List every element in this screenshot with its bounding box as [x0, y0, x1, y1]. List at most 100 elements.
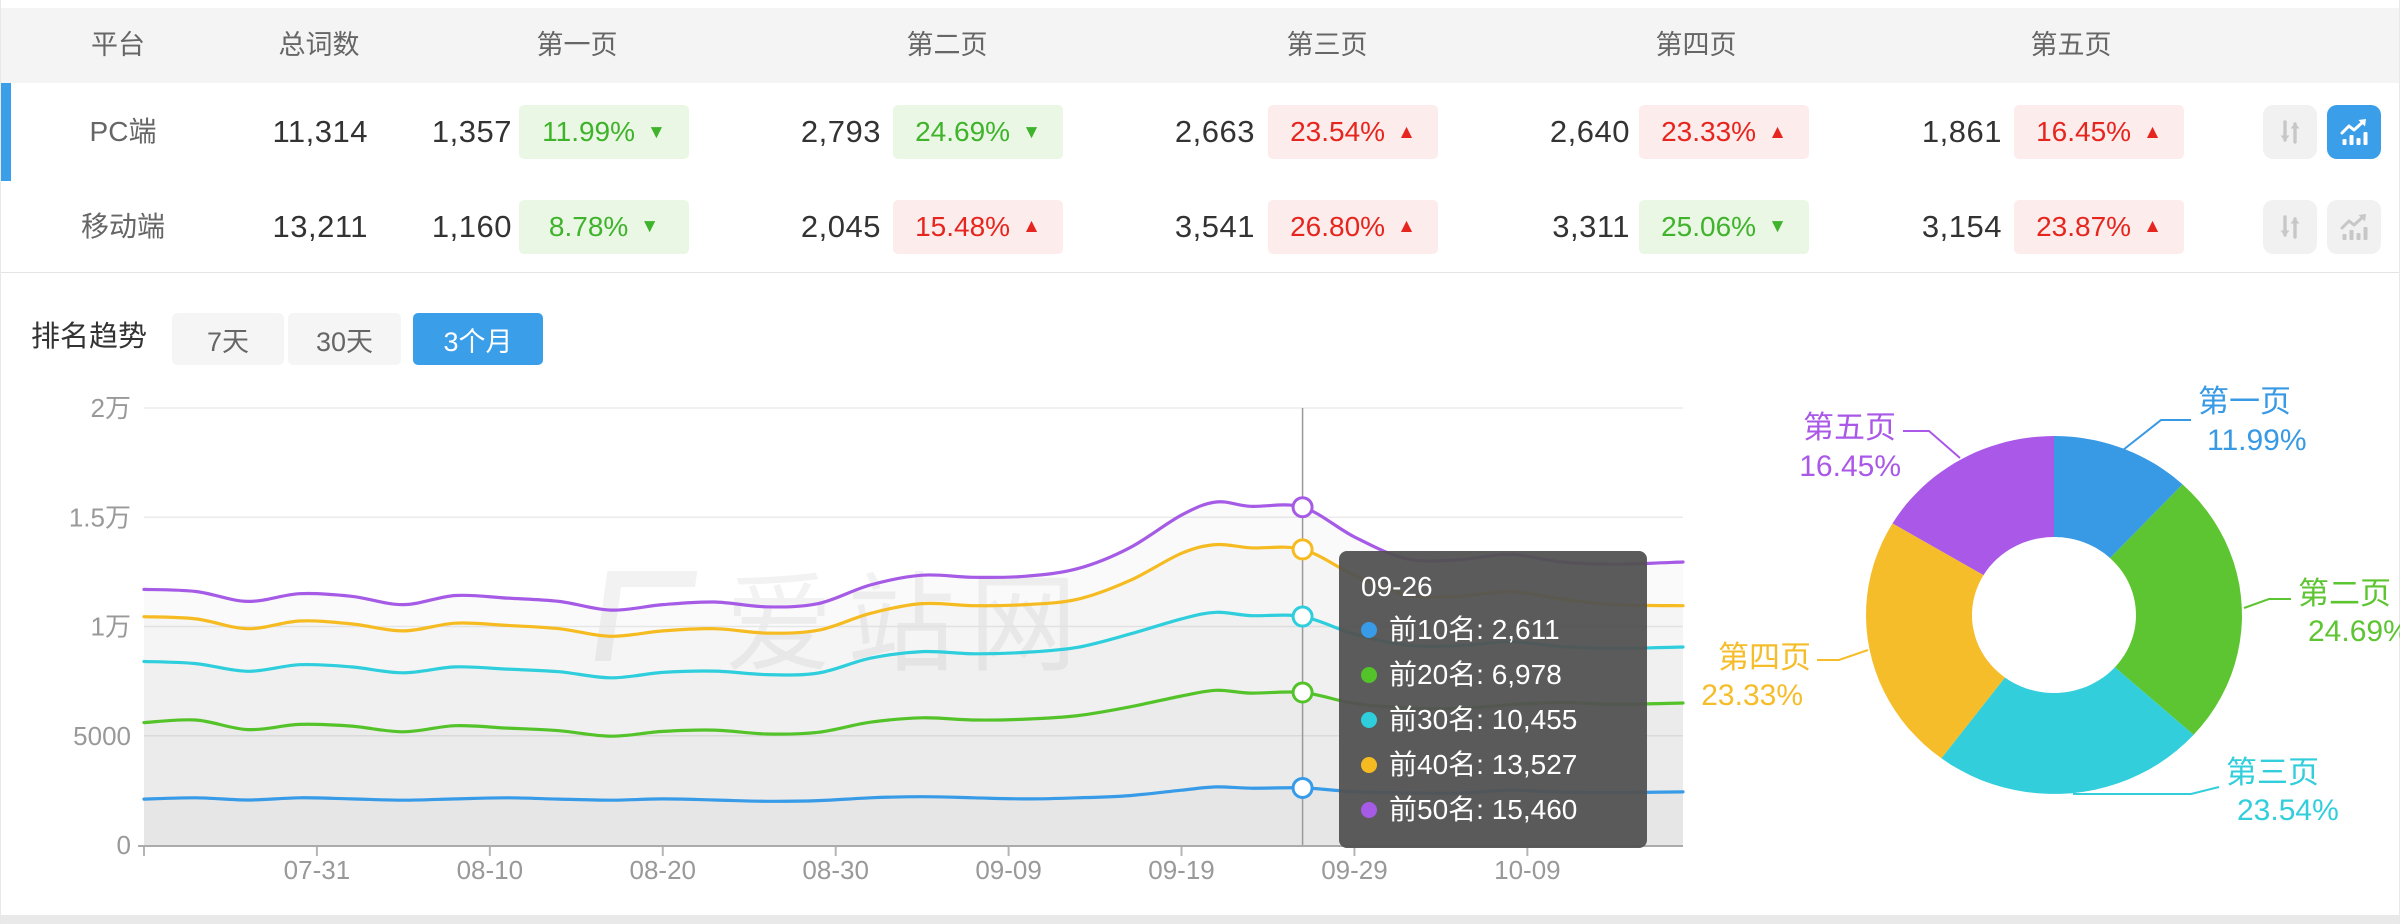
page1-count: 1,357 — [431, 114, 512, 149]
triangle-down-icon: ▼ — [1022, 121, 1041, 143]
change-percent: 23.33% — [1661, 116, 1757, 147]
header-page-5: 第五页 — [2030, 30, 2112, 60]
triangle-up-icon: ▲ — [2143, 121, 2162, 143]
page4-count: 3,311 — [1552, 208, 1630, 244]
triangle-down-icon: ▼ — [1768, 216, 1787, 237]
tooltip-row-text: 前30名: 10,455 — [1389, 704, 1578, 735]
x-axis-label: 07-31 — [284, 855, 351, 885]
header-page-1: 第一页 — [536, 30, 618, 60]
pie-label-name: 第二页 — [2298, 576, 2391, 611]
y-axis-label: 1.5万 — [69, 502, 131, 532]
x-axis-label: 09-19 — [1148, 855, 1215, 885]
trend-button[interactable] — [2327, 105, 2381, 159]
x-axis-label: 10-09 — [1494, 855, 1561, 885]
pie-slice-page2[interactable] — [2110, 484, 2242, 735]
header-page-3: 第三页 — [1286, 30, 1368, 60]
tooltip-row: 前50名: 15,460 — [1361, 787, 1625, 832]
pie-slice-page4[interactable] — [1866, 523, 2005, 759]
change-percent: 25.06% — [1661, 210, 1757, 242]
change-percent: 26.80% — [1290, 210, 1386, 242]
hover-point-marker — [1291, 538, 1314, 561]
page5-count: 1,861 — [1921, 114, 2002, 149]
pie-label-percent: 24.69% — [2308, 615, 2400, 648]
page3-count: 2,663 — [1174, 114, 1255, 149]
compare-button[interactable] — [2263, 199, 2317, 254]
compare-button[interactable] — [2263, 105, 2317, 159]
watermark: 爱站网 — [594, 538, 1091, 694]
page1-change-badge: 11.99% ▼ — [519, 105, 689, 159]
pie-slice-page5[interactable] — [1892, 436, 2055, 576]
summary-table-header: 平台 总词数 第一页 第二页 第三页 第四页 第五页 — [1, 8, 2399, 84]
y-axis-label: 0 — [117, 830, 131, 860]
page5-change-badge: 23.87% ▲ — [2014, 199, 2184, 254]
tooltip-row: 前40名: 13,527 — [1361, 742, 1625, 787]
pie-label-leader-line — [1817, 649, 1869, 661]
change-percent: 23.87% — [2036, 210, 2132, 242]
trend-chart-icon — [2340, 213, 2368, 240]
triangle-up-icon: ▲ — [2143, 216, 2162, 237]
tab-30d[interactable]: 30天 — [288, 313, 401, 365]
triangle-down-icon: ▼ — [647, 121, 666, 143]
pie-slice-page3[interactable] — [1941, 667, 2194, 794]
platform-label: 移动端 — [80, 210, 166, 242]
triangle-up-icon: ▲ — [1397, 121, 1416, 143]
tooltip-row-text: 前10名: 2,611 — [1389, 614, 1560, 645]
page4-change-badge: 25.06% ▼ — [1639, 199, 1809, 254]
pie-label-leader-line — [2073, 786, 2220, 795]
page3-count: 3,541 — [1174, 208, 1255, 244]
pie-label-name: 第五页 — [1803, 410, 1896, 445]
platform-label: PC端 — [89, 116, 157, 147]
tooltip-series-dot — [1361, 666, 1377, 683]
watermark-logo-icon — [594, 571, 698, 661]
pie-label-leader-line — [2243, 598, 2291, 609]
table-row-mobile[interactable]: 移动端 13,211 1,160 8.78% ▼ 2,045 15.48% ▲ 3,541 26.… — [1, 181, 2399, 273]
x-axis-label: 08-20 — [630, 855, 697, 885]
total-words-count: 13,211 — [272, 208, 368, 244]
page1-count: 1,160 — [431, 208, 512, 244]
header-page-2: 第二页 — [906, 30, 988, 60]
tab-7d[interactable]: 7天 — [172, 313, 284, 365]
tooltip-series-dot — [1361, 621, 1377, 638]
tooltip-series-dot — [1361, 711, 1377, 728]
change-percent: 24.69% — [915, 116, 1011, 147]
tab-3m[interactable]: 3个月 — [413, 313, 543, 365]
hover-point-marker — [1291, 605, 1314, 628]
header-page-4: 第四页 — [1655, 30, 1737, 60]
header-platform: 平台 — [91, 30, 145, 60]
tooltip-title: 09-26 — [1361, 571, 1433, 602]
trend-title: 排名趋势 — [31, 321, 148, 353]
page3-change-badge: 23.54% ▲ — [1268, 105, 1438, 159]
header-total-words: 总词数 — [278, 30, 360, 60]
tooltip-row: 前20名: 6,978 — [1361, 652, 1625, 697]
pie-label-percent: 11.99% — [2207, 424, 2307, 457]
y-axis-label: 5000 — [73, 721, 131, 751]
page5-change-badge: 16.45% ▲ — [2014, 105, 2184, 159]
page4-change-badge: 23.33% ▲ — [1639, 105, 1809, 159]
trend-chart-icon — [2340, 119, 2368, 145]
x-axis-label: 08-30 — [802, 855, 869, 885]
page-bottom-strip — [1, 915, 2399, 924]
x-axis-label: 09-09 — [975, 855, 1042, 885]
change-percent: 23.54% — [1290, 116, 1386, 147]
triangle-up-icon: ▲ — [1022, 216, 1041, 237]
table-row-pc[interactable]: PC端 11,314 1,357 11.99% ▼ 2,793 24.69% ▼ 2,663 23… — [1, 83, 2399, 182]
pie-slice-page1[interactable] — [2054, 436, 2183, 559]
trend-button[interactable] — [2327, 199, 2381, 254]
pie-label-percent: 23.54% — [2237, 794, 2339, 827]
total-words-count: 11,314 — [272, 114, 368, 149]
page2-change-badge: 15.48% ▲ — [893, 199, 1063, 254]
pie-label-leader-line — [1903, 430, 1961, 459]
tooltip-row-text: 前50名: 15,460 — [1389, 794, 1578, 825]
hover-point-marker — [1291, 496, 1314, 519]
selected-row-accent-bar — [1, 83, 11, 181]
hover-point-marker — [1291, 681, 1314, 704]
pie-label-name: 第三页 — [2226, 755, 2319, 790]
change-percent: 15.48% — [915, 210, 1011, 242]
page5-count: 3,154 — [1921, 208, 2002, 244]
change-percent: 16.45% — [2036, 116, 2132, 147]
pie-label-name: 第一页 — [2198, 384, 2291, 419]
chart-tooltip: 09-26 前10名: 2,611 前20名: 6,978 前30名: 10,455… — [1339, 551, 1647, 848]
x-axis-label: 09-29 — [1321, 855, 1388, 885]
change-percent: 11.99% — [542, 116, 636, 147]
y-axis-label: 1万 — [91, 612, 131, 642]
